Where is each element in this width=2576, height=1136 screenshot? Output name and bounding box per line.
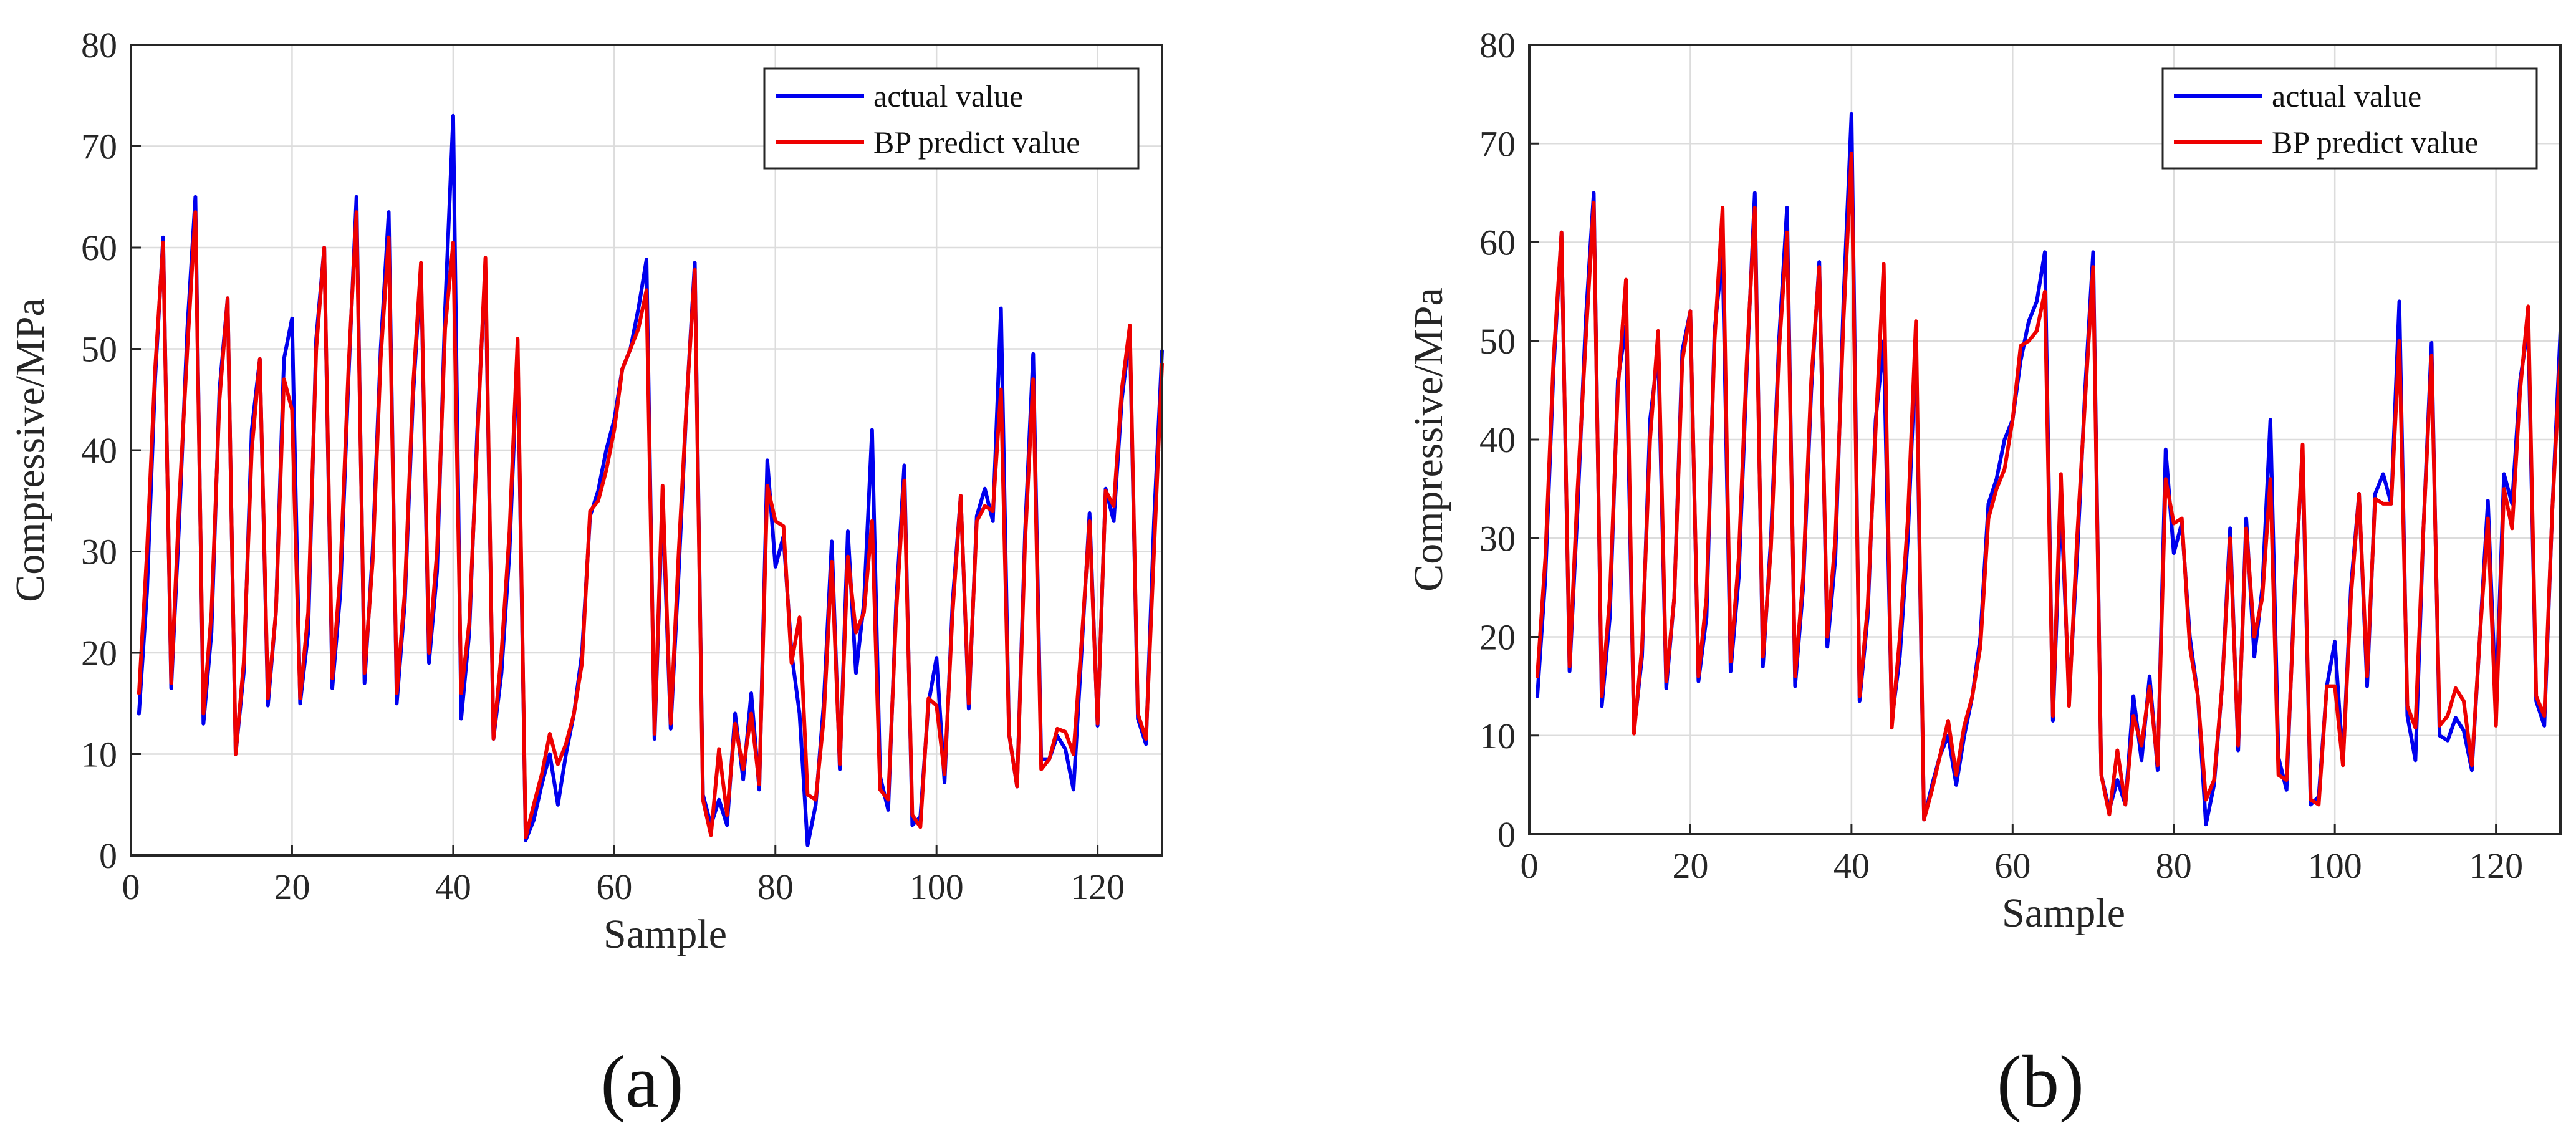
panel-a-x-tick-label: 20 xyxy=(274,867,310,907)
panel-a-series-bp-predict-line xyxy=(137,210,1164,839)
panel-b-x-tick-label: 20 xyxy=(1672,845,1708,886)
panel-a-legend-box xyxy=(763,67,1140,170)
panel-b-y-tick-label: 70 xyxy=(1479,123,1516,164)
panel-a-y-axis-label: Compressive/MPa xyxy=(7,298,53,602)
panel-b-caption: (b) xyxy=(1997,1040,2084,1123)
panel-b-series-bp-predict-line xyxy=(1535,152,2562,822)
panel-b-y-tick-label: 50 xyxy=(1479,321,1516,362)
panel-a-x-axis-label: Sample xyxy=(603,912,727,957)
panel-a-y-tick-label: 60 xyxy=(81,228,117,268)
panel-a-y-tick-label: 0 xyxy=(99,835,117,876)
panel-a-y-tick-label: 40 xyxy=(81,430,117,471)
panel-b-x-tick-label: 0 xyxy=(1521,845,1539,886)
panel-a-legend-label-bp-predict: BP predict value xyxy=(873,125,1080,160)
panel-a-legend-label-actual: actual value xyxy=(873,79,1023,113)
panel-b-x-tick-label: 80 xyxy=(2156,845,2192,886)
panel-a-y-tick-label: 20 xyxy=(81,633,117,673)
panel-b-y-tick-label: 40 xyxy=(1479,420,1516,460)
panel-b-y-tick-label: 60 xyxy=(1479,223,1516,263)
panel-b-x-tick-label: 120 xyxy=(2469,845,2523,886)
panel-a-y-tick-label: 50 xyxy=(81,329,117,370)
panel-b-legend-box xyxy=(2161,67,2538,170)
panel-b-y-tick-label: 0 xyxy=(1497,814,1516,855)
panel-b-y-tick-label: 20 xyxy=(1479,617,1516,658)
panel-a-y-tick-label: 30 xyxy=(81,532,117,572)
panel-a-x-tick-label: 0 xyxy=(122,867,140,907)
panel-a-y-tick-label: 80 xyxy=(81,25,117,65)
panel-b-x-tick-label: 40 xyxy=(1833,845,1870,886)
panel-b-y-axis-label: Compressive/MPa xyxy=(1406,287,1451,592)
panel-b-x-tick-label: 60 xyxy=(1994,845,2031,886)
panel-b-x-axis-label: Sample xyxy=(2002,890,2125,936)
panel-b-x-tick-label: 100 xyxy=(2308,845,2362,886)
panel-a-x-tick-label: 100 xyxy=(910,867,964,907)
panel-a-y-tick-label: 70 xyxy=(81,127,117,167)
panel-b-legend-label-actual: actual value xyxy=(2272,79,2421,113)
panel-a-x-tick-label: 60 xyxy=(596,867,632,907)
panel-b-legend-label-bp-predict: BP predict value xyxy=(2272,125,2478,160)
panel-a-x-tick-label: 120 xyxy=(1070,867,1125,907)
panel-b-y-tick-label: 80 xyxy=(1479,25,1516,65)
panel-a-x-tick-label: 40 xyxy=(435,867,471,907)
panel-a: 0 20 40 60 80 100 120 0 10 20 30 40 50 60 70 80 Sample Co… xyxy=(7,25,1164,957)
panel-a-x-tick-label: 80 xyxy=(757,867,794,907)
panel-a-caption: (a) xyxy=(600,1040,683,1123)
panel-b: 0 20 40 60 80 100 120 0 10 20 30 40 50 60 70 80 Sample Co… xyxy=(1406,25,2562,936)
panel-b-y-tick-label: 10 xyxy=(1479,716,1516,756)
panel-b-y-tick-label: 30 xyxy=(1479,518,1516,559)
panel-a-y-tick-label: 10 xyxy=(81,734,117,775)
